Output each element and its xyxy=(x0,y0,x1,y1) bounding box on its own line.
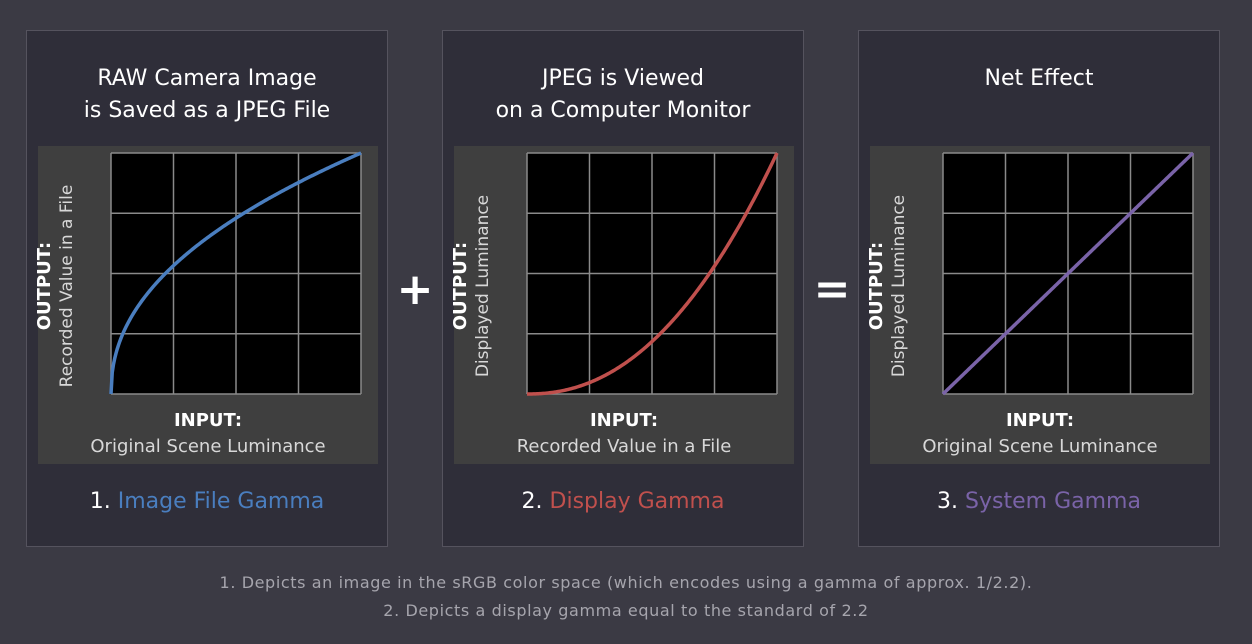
panel-title: Net Effect xyxy=(859,63,1219,95)
gamma-chart: OUTPUT: Recorded Value in a File INPUT: … xyxy=(34,146,378,464)
caption-number: 2. xyxy=(521,489,543,514)
plus-operator: + xyxy=(396,264,434,315)
caption-number: 3. xyxy=(937,489,959,514)
x-axis-label-text: Recorded Value in a File xyxy=(516,436,732,457)
title-line-1: Net Effect xyxy=(984,66,1094,91)
x-axis-label: INPUT: Original Scene Luminance xyxy=(870,408,1210,460)
caption-text: Display Gamma xyxy=(549,489,725,514)
title-line-1: RAW Camera Image xyxy=(97,66,317,91)
chart-grid xyxy=(526,152,778,395)
title-line-1: JPEG is Viewed xyxy=(542,66,704,91)
chart-plot xyxy=(109,151,362,395)
chart-plot xyxy=(941,151,1195,396)
gamma-curve xyxy=(109,151,362,395)
equals-operator: = xyxy=(813,264,851,315)
caption-text: System Gamma xyxy=(965,489,1141,514)
footnote-2: 2. Depicts a display gamma equal to the … xyxy=(383,601,869,620)
x-axis-label-bold: INPUT: xyxy=(173,410,243,431)
caption-text: Image File Gamma xyxy=(117,489,325,514)
caption: 1. Image File Gamma xyxy=(27,489,387,514)
x-axis-label-bold: INPUT: xyxy=(589,410,659,431)
caption-number: 1. xyxy=(89,489,111,514)
gamma-chart: OUTPUT: Displayed Luminance INPUT: Origi… xyxy=(866,146,1210,464)
x-axis-label-text: Original Scene Luminance xyxy=(922,436,1158,457)
panel-title: RAW Camera Image is Saved as a JPEG File xyxy=(27,63,387,127)
panel-display-gamma: JPEG is Viewed on a Computer Monitor OUT… xyxy=(442,30,804,547)
panel-image-file-gamma: RAW Camera Image is Saved as a JPEG File… xyxy=(26,30,388,547)
footnote-1: 1. Depicts an image in the sRGB color sp… xyxy=(219,573,1033,592)
x-axis-label: INPUT: Recorded Value in a File xyxy=(454,408,794,460)
panel-system-gamma: Net Effect OUTPUT: Displayed Luminance I… xyxy=(858,30,1220,547)
caption: 2. Display Gamma xyxy=(443,489,803,514)
chart-grid xyxy=(110,152,362,395)
title-line-2: is Saved as a JPEG File xyxy=(83,98,331,123)
gamma-curve xyxy=(527,152,779,396)
panel-title: JPEG is Viewed on a Computer Monitor xyxy=(443,63,803,127)
gamma-curve xyxy=(941,151,1195,396)
gamma-chart: OUTPUT: Displayed Luminance INPUT: Recor… xyxy=(450,146,794,464)
x-axis-label-text: Original Scene Luminance xyxy=(90,436,326,457)
x-axis-label-bold: INPUT: xyxy=(1005,410,1075,431)
caption: 3. System Gamma xyxy=(859,489,1219,514)
x-axis-label: INPUT: Original Scene Luminance xyxy=(38,408,378,460)
title-line-2: on a Computer Monitor xyxy=(495,98,751,123)
chart-plot xyxy=(526,152,779,396)
